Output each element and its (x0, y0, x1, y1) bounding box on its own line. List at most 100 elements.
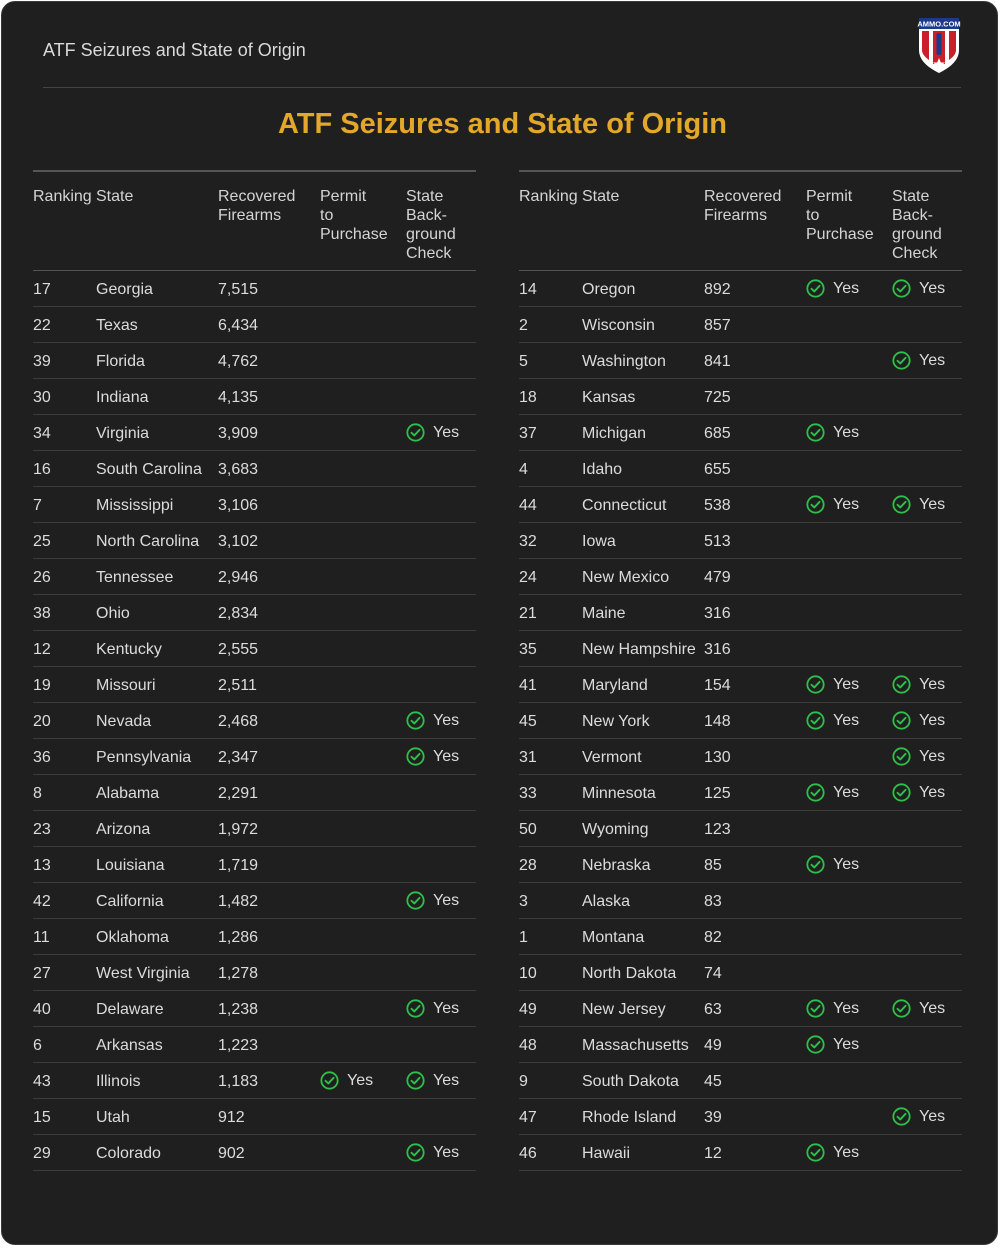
table-row: 49 New Jersey 63 Yes Yes (519, 991, 962, 1027)
cell-ranking: 30 (33, 389, 51, 406)
cell-state: Wisconsin (582, 317, 655, 334)
cell-ranking: 26 (33, 569, 51, 586)
header-ranking: Ranking (519, 188, 578, 205)
cell-ranking: 16 (33, 461, 51, 478)
cell-background-check: Yes (892, 343, 945, 378)
yes-label: Yes (433, 1000, 460, 1017)
cell-state: Louisiana (96, 857, 165, 874)
cell-state: South Carolina (96, 461, 202, 478)
cell-background-check: Yes (892, 775, 945, 810)
cell-ranking: 37 (519, 425, 537, 442)
cell-permit-to-purchase: Yes (806, 991, 859, 1026)
cell-background-check: Yes (892, 1099, 945, 1134)
cell-state: Connecticut (582, 497, 667, 514)
cell-background-check: Yes (406, 1063, 459, 1098)
cell-state: Idaho (582, 461, 623, 478)
table-row: 6 Arkansas 1,223 (33, 1027, 476, 1063)
yes-label: Yes (833, 1000, 860, 1017)
cell-ranking: 31 (519, 749, 537, 766)
ammo-com-shield-logo[interactable]: AMMO.COM (917, 16, 961, 74)
header-permit-to-purchase: Permit to Purchase (806, 187, 874, 244)
check-circle-icon (892, 999, 911, 1018)
header-recovered-firearms-line: Recovered (704, 188, 782, 205)
cell-recovered-firearms: 82 (704, 929, 722, 946)
yes-indicator: Yes (892, 739, 945, 774)
cell-ranking: 4 (519, 461, 528, 478)
cell-state: Tennessee (96, 569, 174, 586)
cell-permit-to-purchase: Yes (806, 271, 859, 306)
cell-ranking: 48 (519, 1037, 537, 1054)
yes-indicator: Yes (892, 343, 945, 378)
cell-state: Kansas (582, 389, 636, 406)
cell-ranking: 45 (519, 713, 537, 730)
cell-recovered-firearms: 49 (704, 1037, 722, 1054)
cell-state: North Dakota (582, 965, 677, 982)
check-circle-icon (806, 495, 825, 514)
yes-indicator: Yes (406, 1135, 459, 1170)
cell-ranking: 6 (33, 1037, 42, 1054)
table-row: 34 Virginia 3,909 Yes (33, 415, 476, 451)
table-row: 45 New York 148 Yes Yes (519, 703, 962, 739)
check-circle-icon (406, 999, 425, 1018)
cell-ranking: 8 (33, 785, 42, 802)
cell-recovered-firearms: 902 (218, 1145, 245, 1162)
cell-ranking: 12 (33, 641, 51, 658)
cell-state: Arizona (96, 821, 151, 838)
cell-background-check: Yes (892, 271, 945, 306)
cell-background-check: Yes (892, 667, 945, 702)
check-circle-icon (806, 999, 825, 1018)
header-recovered-firearms-line: Recovered (218, 188, 296, 205)
check-circle-icon (892, 1107, 911, 1126)
cell-permit-to-purchase: Yes (806, 1135, 859, 1170)
check-circle-icon (806, 855, 825, 874)
cell-ranking: 2 (519, 317, 528, 334)
cell-recovered-firearms: 83 (704, 893, 722, 910)
cell-ranking: 38 (33, 605, 51, 622)
cell-state: Delaware (96, 1001, 164, 1018)
cell-recovered-firearms: 1,278 (218, 965, 259, 982)
cell-recovered-firearms: 1,482 (218, 893, 259, 910)
cell-ranking: 13 (33, 857, 51, 874)
cell-state: North Carolina (96, 533, 200, 550)
header-state-background-check-line: Back- (406, 207, 447, 224)
cell-state: Massachusetts (582, 1037, 689, 1054)
cell-ranking: 9 (519, 1073, 528, 1090)
yes-label: Yes (919, 748, 946, 765)
yes-indicator: Yes (406, 703, 459, 738)
cell-recovered-firearms: 316 (704, 641, 731, 658)
cell-recovered-firearms: 725 (704, 389, 731, 406)
cell-state: New York (582, 713, 650, 730)
cell-ranking: 22 (33, 317, 51, 334)
cell-permit-to-purchase: Yes (806, 847, 859, 882)
table-row: 8 Alabama 2,291 (33, 775, 476, 811)
cell-state: Alaska (582, 893, 631, 910)
cell-permit-to-purchase: Yes (806, 1027, 859, 1062)
cell-state: Oklahoma (96, 929, 169, 946)
cell-state: Kentucky (96, 641, 162, 658)
table-row: 44 Connecticut 538 Yes Yes (519, 487, 962, 523)
table-row: 32 Iowa 513 (519, 523, 962, 559)
cell-recovered-firearms: 4,135 (218, 389, 259, 406)
yes-label: Yes (833, 1144, 860, 1161)
check-circle-icon (806, 279, 825, 298)
yes-indicator: Yes (806, 271, 859, 306)
table-row: 29 Colorado 902 Yes (33, 1135, 476, 1171)
yes-label: Yes (833, 676, 860, 693)
table-header: Ranking State Recovered Firearms Permit to Pur… (33, 170, 476, 271)
table-row: 46 Hawaii 12 Yes (519, 1135, 962, 1171)
table-row: 7 Mississippi 3,106 (33, 487, 476, 523)
yes-label: Yes (433, 1144, 460, 1161)
cell-ranking: 29 (33, 1145, 51, 1162)
yes-label: Yes (433, 1072, 460, 1089)
check-circle-icon (806, 1143, 825, 1162)
yes-label: Yes (433, 748, 460, 765)
yes-indicator: Yes (806, 1027, 859, 1062)
table-row: 24 New Mexico 479 (519, 559, 962, 595)
cell-background-check: Yes (892, 991, 945, 1026)
table-row: 31 Vermont 130 Yes (519, 739, 962, 775)
main-title: ATF Seizures and State of Origin (277, 108, 728, 140)
cell-ranking: 34 (33, 425, 51, 442)
cell-recovered-firearms: 1,238 (218, 1001, 259, 1018)
cell-recovered-firearms: 148 (704, 713, 731, 730)
cell-recovered-firearms: 2,347 (218, 749, 259, 766)
